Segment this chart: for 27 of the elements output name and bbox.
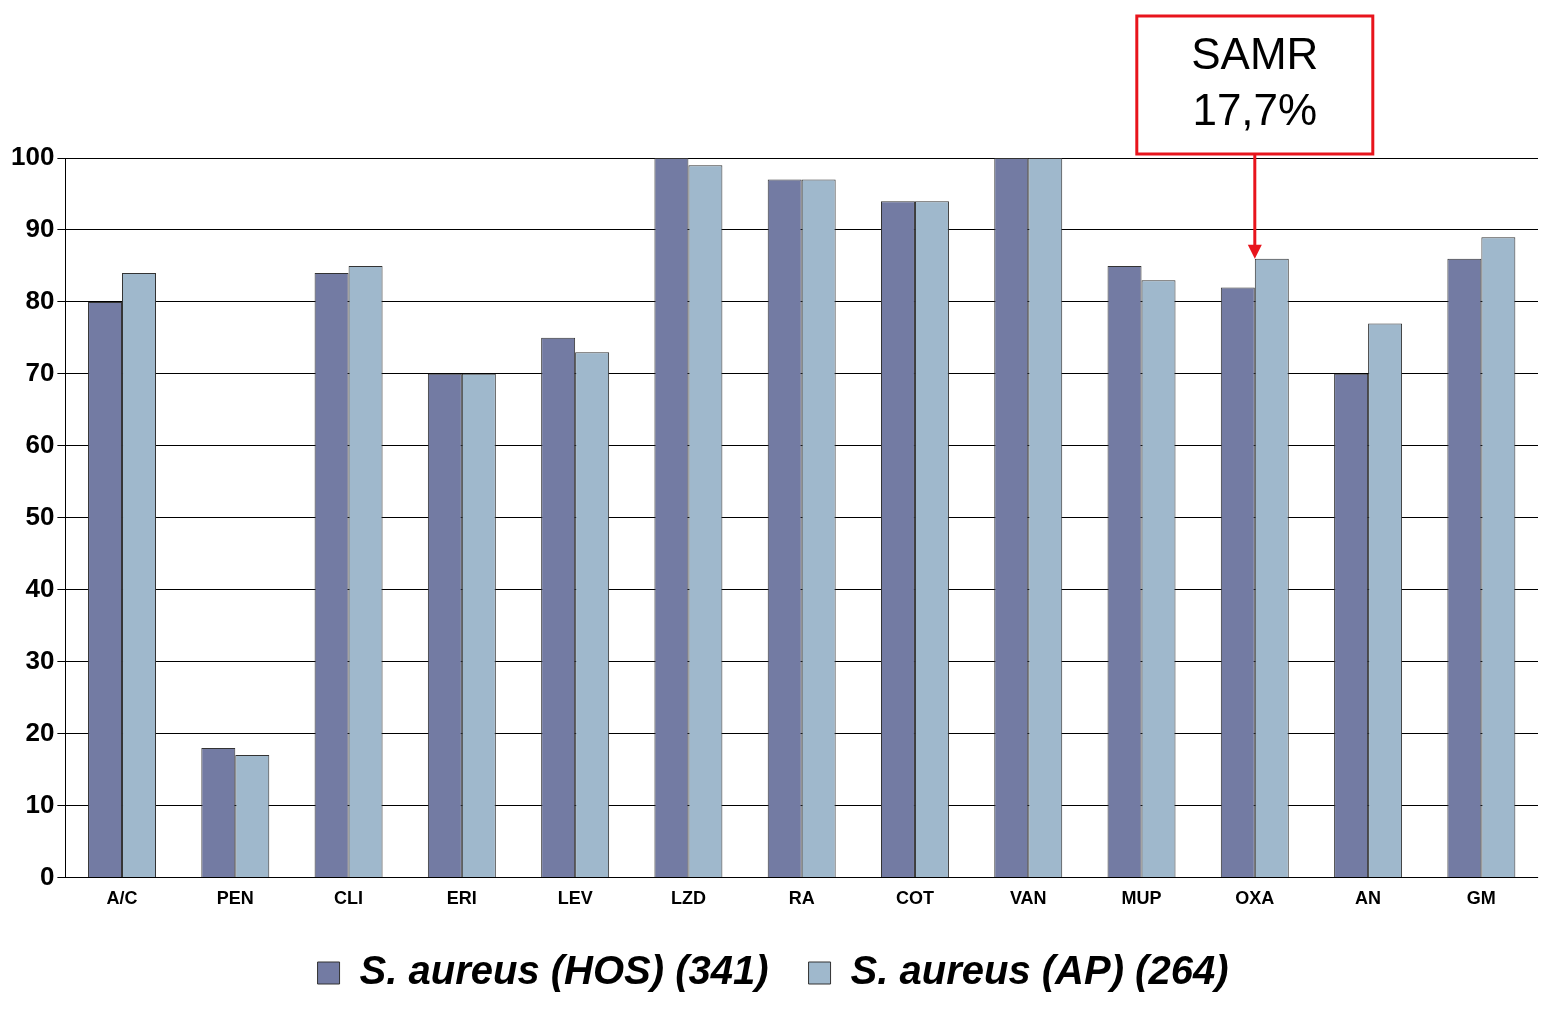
x-tick-label: CLI [334,888,364,909]
y-tick-label: 30 [25,644,55,675]
y-tick-label: 20 [25,716,55,747]
y-tick-label: 10 [25,788,55,819]
y-tick-label: 0 [39,860,55,891]
x-tick-label: OXA [1235,888,1275,909]
y-tick-label: 80 [25,285,55,316]
x-tick-label: AN [1355,888,1382,909]
y-tick-label: 40 [25,572,55,603]
legend-label: S. aureus (AP) (264) [850,948,1229,993]
x-tick-label: MUP [1121,888,1162,909]
x-tick-label: LZD [670,888,706,909]
annotation: SAMR 17,7% [1191,29,1319,135]
x-tick-label: A/C [106,888,138,909]
x-tick-label: ERI [446,888,477,909]
y-tick-label: 70 [25,356,55,387]
y-tick-label: 100 [10,141,55,172]
x-tick-label: RA [788,888,815,909]
x-tick-label: COT [895,888,934,909]
x-tick-label: VAN [1009,888,1047,909]
x-tick-label: GM [1466,888,1496,909]
y-tick-label: 50 [25,500,55,531]
x-tick-label: PEN [216,888,254,909]
legend-label: S. aureus (HOS) (341) [359,948,769,993]
y-tick-label: 60 [25,428,55,459]
y-tick-label: 90 [25,213,55,244]
x-tick-label: LEV [557,888,593,909]
